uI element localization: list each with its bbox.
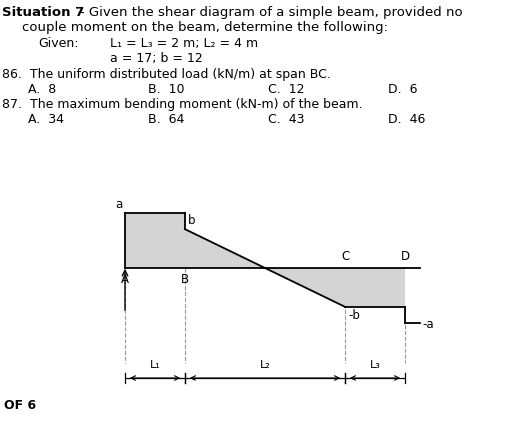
- Text: C: C: [341, 250, 349, 263]
- Text: C.  43: C. 43: [268, 113, 305, 126]
- Text: A.  34: A. 34: [28, 113, 64, 126]
- Text: L₁: L₁: [149, 360, 160, 370]
- Text: B: B: [181, 273, 189, 286]
- Text: b: b: [188, 214, 195, 227]
- Text: A: A: [121, 273, 129, 286]
- Text: B.  64: B. 64: [148, 113, 185, 126]
- Text: Situation 7: Situation 7: [2, 6, 84, 19]
- Text: L₃: L₃: [370, 360, 381, 370]
- Text: B.  10: B. 10: [148, 83, 185, 96]
- Text: OF 6: OF 6: [4, 399, 36, 412]
- Text: couple moment on the beam, determine the following:: couple moment on the beam, determine the…: [22, 21, 388, 34]
- Text: L₂: L₂: [260, 360, 270, 370]
- Text: D.  46: D. 46: [388, 113, 425, 126]
- Text: 86.  The uniform distributed load (kN/m) at span BC.: 86. The uniform distributed load (kN/m) …: [2, 68, 331, 81]
- Text: a: a: [115, 198, 122, 211]
- Text: 87.  The maximum bending moment (kN-m) of the beam.: 87. The maximum bending moment (kN-m) of…: [2, 98, 362, 111]
- Text: -a: -a: [422, 317, 434, 330]
- Text: A.  8: A. 8: [28, 83, 56, 96]
- Polygon shape: [125, 213, 265, 268]
- Text: – Given the shear diagram of a simple beam, provided no: – Given the shear diagram of a simple be…: [78, 6, 463, 19]
- Text: L₁ = L₃ = 2 m; L₂ = 4 m: L₁ = L₃ = 2 m; L₂ = 4 m: [110, 37, 258, 50]
- Text: a = 17; b = 12: a = 17; b = 12: [110, 52, 203, 65]
- Text: Given:: Given:: [38, 37, 79, 50]
- Text: -b: -b: [348, 309, 360, 322]
- Text: D: D: [401, 250, 409, 263]
- Text: C.  12: C. 12: [268, 83, 305, 96]
- Text: D.  6: D. 6: [388, 83, 418, 96]
- Polygon shape: [265, 268, 405, 307]
